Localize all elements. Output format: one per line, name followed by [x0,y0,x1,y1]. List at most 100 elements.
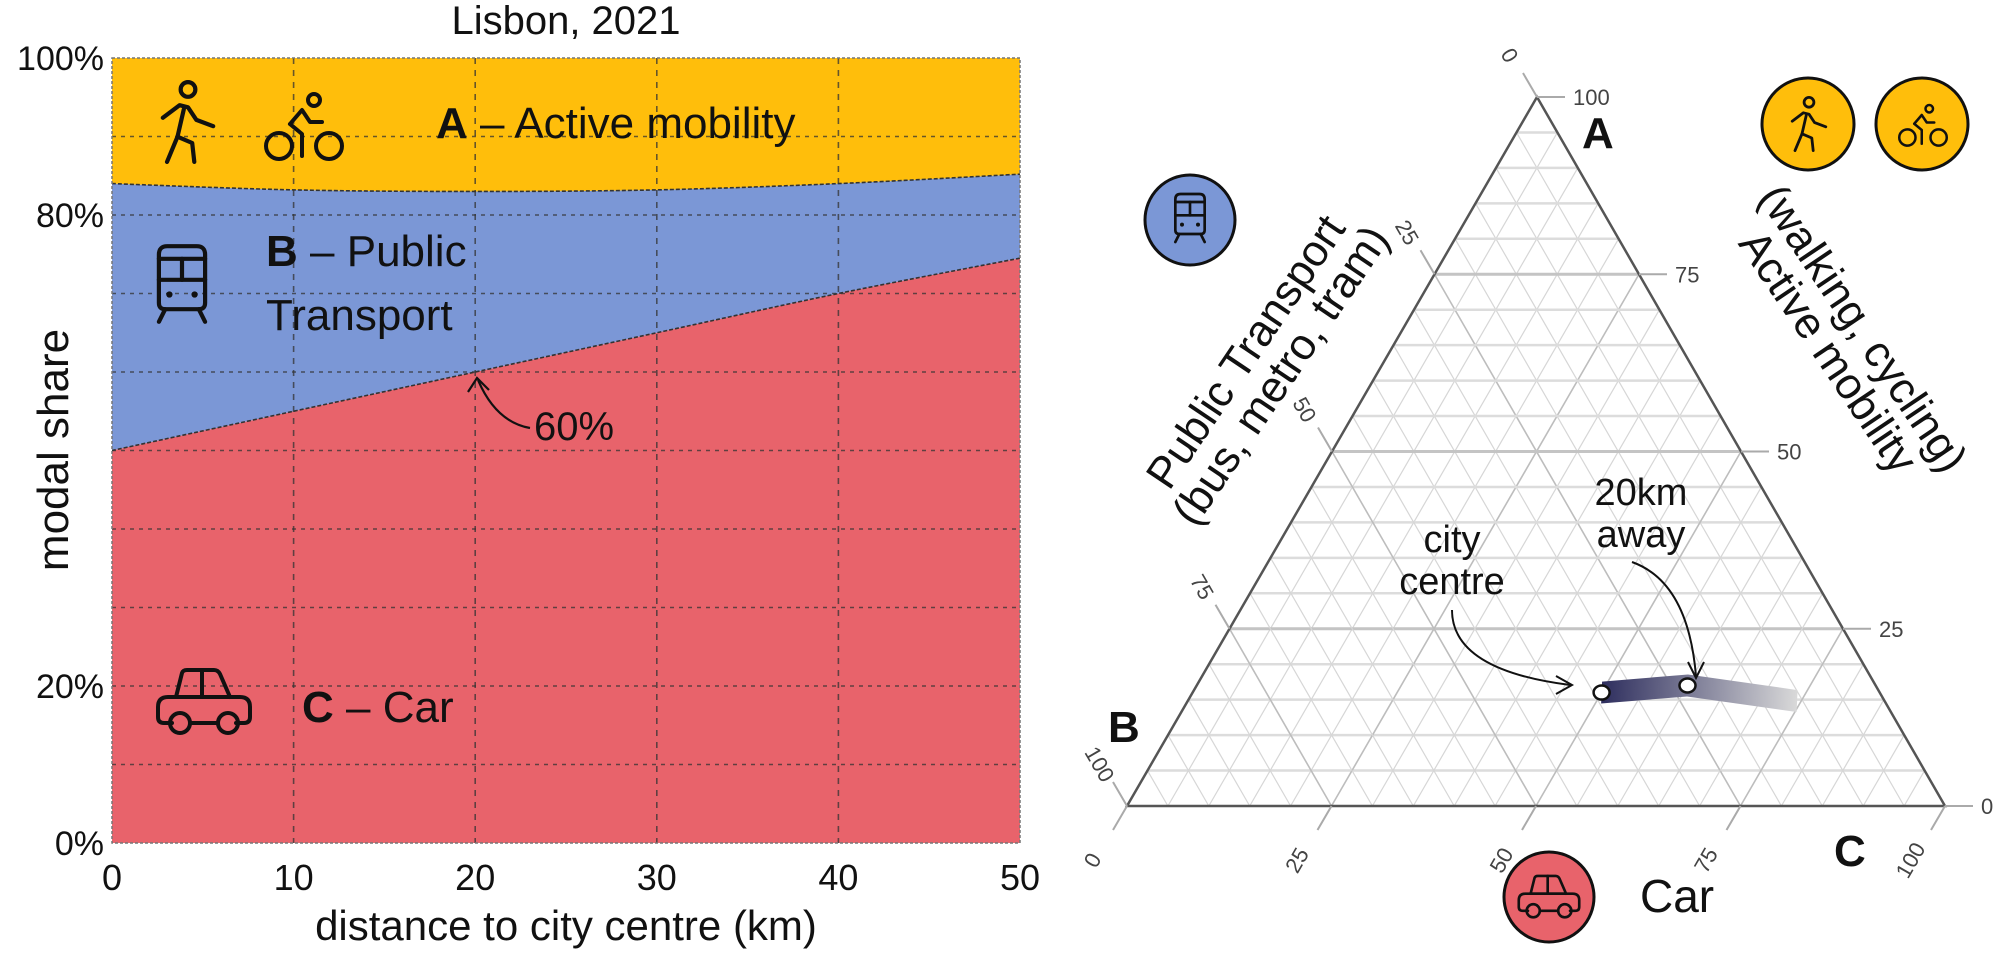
tick-c [1316,805,1333,831]
area-a [112,58,1020,192]
car-axis-title: Car [1640,870,1714,922]
tick-label-b: 75 [1185,570,1219,604]
point-label-city-centre: city [1424,519,1481,561]
grid-line-b [1392,344,1660,807]
bike-badge [1874,76,1970,172]
tick-label-a: 0 [1981,794,1993,819]
data-point [1592,684,1611,701]
x-tick-label: 50 [1000,857,1040,898]
20km-arrow [1631,561,1697,677]
grid-line-c [1535,451,1742,807]
modal-share-path-band [1601,674,1798,713]
grid-line-b [1433,273,1742,807]
area-layers [112,58,1020,843]
series-label-public-transport: B – Public [266,227,467,276]
grid-line-c [1330,273,1640,807]
x-tick-label: 0 [102,857,122,898]
tick-c [1112,805,1128,831]
vertex-label-c: C [1834,827,1866,876]
grid-line-c [1862,734,1905,807]
annotation-arrowhead [467,376,490,393]
stacked-area-chart: Lisbon, 2021 0% 20% 80% 100% 0 10 20 30 40 50 di… [17,0,1040,949]
chart-title: Lisbon, 2021 [451,0,680,43]
x-axis-ticks: 0 10 20 30 40 50 [102,857,1040,898]
tick-label-c: 100 [1890,838,1930,882]
annotation-label: 60% [534,405,614,449]
city-centre-arrow [1451,609,1571,686]
grid-line-b [1146,770,1169,807]
grid-line-b [1351,415,1578,807]
tick-c [1930,805,1946,831]
train-badge [1143,173,1237,267]
20km-arrowhead [1687,661,1705,681]
vertex-label-a: A [1582,109,1614,158]
series-boundaries [111,173,1021,452]
tick-label-a: 25 [1879,617,1903,642]
point-label-20km: 20km [1595,472,1688,514]
vertex-label-b: B [1108,703,1140,752]
plot-frame [111,57,1021,844]
y-tick-label: 100% [17,40,104,78]
grid-lines [112,58,1020,843]
grid-line-c [1494,415,1722,807]
x-tick-label: 30 [637,857,677,898]
car-badge [1502,850,1596,944]
y-axis-ticks: 0% 20% 80% 100% [17,40,104,863]
x-axis-label: distance to city centre (km) [315,902,817,949]
x-tick-label: 40 [818,857,858,898]
tick-b [1317,426,1333,453]
tick-b [1112,781,1128,807]
y-tick-label: 80% [36,197,104,235]
annotation-arrow [476,379,531,430]
tick-label-a: 75 [1675,262,1699,287]
grid-line-c [1412,344,1681,807]
boundary-line [111,257,1021,452]
grid-line-c [1167,132,1558,807]
walk-badge [1760,76,1856,172]
grid-line-c [1739,628,1844,807]
tick-c [1725,805,1742,831]
x-tick-label: 10 [274,857,314,898]
x-tick-label: 20 [455,857,495,898]
tick-b [1522,72,1538,98]
point-label-city-centre-line2: centre [1399,561,1505,603]
grid-line-b [1208,663,1292,807]
ternary-points [1592,677,1697,701]
tick-label-c: 25 [1280,843,1314,877]
grid-line-b [1310,486,1496,807]
grid-line-b [1290,522,1455,807]
tick-b [1214,604,1231,630]
area-c [112,258,1020,843]
point-label-20km-line2: away [1597,514,1686,556]
series-label-active: A – Active mobility [436,99,795,148]
grid-line-b [1187,699,1251,807]
y-tick-label: 20% [36,668,104,706]
grid-line-c [1249,203,1599,807]
tick-label-a: 100 [1573,85,1610,110]
series-label-car: C – Car [302,683,454,732]
grid-line-c [1576,486,1762,807]
y-axis-label: modal share [29,329,78,571]
grid-line-b [1228,628,1333,807]
tick-label-a: 50 [1777,440,1801,465]
tick-label-c: 0 [1079,849,1107,872]
y-tick-label: 0% [55,825,104,863]
grid-line-c [1821,699,1885,807]
city-centre-arrowhead [1555,675,1575,695]
area-b [112,174,1020,451]
grid-line-b [1331,451,1537,807]
grid-line-b [1269,557,1414,807]
grid-line-b [1249,593,1373,807]
ternary-grid [1146,131,1926,807]
tick-label-b: 0 [1496,44,1524,67]
data-point [1678,677,1697,694]
grid-line-b [1515,132,1905,807]
ternary-path [1601,674,1798,713]
grid-line-c [1617,522,1783,807]
grid-line-c [1903,770,1926,807]
series-label-public-transport-line2: Transport [266,291,453,340]
grid-line-b [1167,734,1210,807]
tick-b [1419,249,1436,275]
